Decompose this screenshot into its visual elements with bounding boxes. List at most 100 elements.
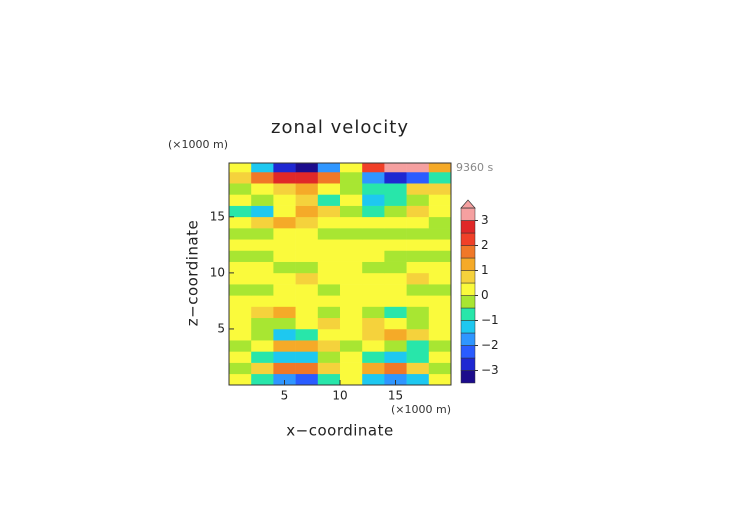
cell	[406, 295, 430, 307]
cell	[229, 295, 252, 307]
cell	[317, 205, 341, 218]
x-tick-label: 10	[332, 389, 347, 403]
cell	[229, 171, 252, 184]
cell	[428, 328, 452, 341]
cell	[428, 351, 452, 363]
cell	[295, 216, 319, 229]
cell	[428, 284, 452, 296]
cell	[340, 216, 363, 229]
cell	[384, 373, 407, 386]
y-tick-label: 10	[210, 265, 225, 279]
cell	[428, 205, 452, 218]
cell	[406, 183, 430, 195]
cell	[362, 194, 385, 206]
cell	[428, 295, 452, 307]
cell	[406, 351, 430, 363]
cell	[317, 163, 341, 173]
colorbar-tick-label: −2	[481, 338, 499, 352]
cell	[229, 261, 252, 274]
cell	[428, 194, 452, 206]
x-tick-label: 5	[281, 389, 289, 403]
cell	[317, 228, 341, 240]
cell	[317, 194, 341, 206]
cell	[295, 295, 319, 307]
cell	[251, 295, 274, 307]
cell	[229, 228, 252, 240]
colorbar-tick-label: 2	[481, 238, 489, 252]
cell	[362, 163, 385, 173]
cell	[340, 284, 363, 296]
cell	[406, 239, 430, 251]
cell	[340, 351, 363, 363]
cell	[384, 306, 407, 319]
cell	[362, 306, 385, 319]
cell	[428, 362, 452, 375]
cell	[295, 317, 319, 330]
cell	[273, 183, 296, 195]
cell	[295, 328, 319, 341]
colorbar-bin	[460, 295, 476, 309]
cell	[428, 250, 452, 262]
cell	[317, 183, 341, 195]
cell	[384, 250, 407, 262]
colorbar-tick-label: −1	[481, 313, 499, 327]
cell	[273, 328, 296, 341]
cell	[362, 317, 385, 330]
y-tick-label: 5	[217, 321, 225, 335]
cell	[229, 194, 252, 206]
cell	[406, 261, 430, 274]
cell	[384, 317, 407, 330]
cell	[384, 284, 407, 296]
cell	[317, 171, 341, 184]
colorbar-tick-label: 3	[481, 213, 489, 227]
cell	[428, 163, 452, 173]
cell	[229, 317, 252, 330]
cell	[340, 373, 363, 386]
cell	[340, 228, 363, 240]
cell	[229, 351, 252, 363]
cell	[340, 340, 363, 352]
colorbar-tick-label: −3	[481, 363, 499, 377]
cell	[317, 284, 341, 296]
colorbar-bin	[460, 245, 476, 259]
cell	[317, 340, 341, 352]
cell	[362, 183, 385, 195]
cell	[384, 163, 407, 173]
cell	[273, 295, 296, 307]
cell	[295, 205, 319, 218]
cell	[295, 362, 319, 375]
cell	[340, 163, 363, 173]
cell	[406, 216, 430, 229]
cell	[406, 306, 430, 319]
y-tick-label: 15	[210, 209, 225, 223]
cell	[406, 250, 430, 262]
cell	[340, 250, 363, 262]
x-axis-label: x−coordinate	[286, 422, 393, 440]
cell	[251, 239, 274, 251]
cell	[251, 171, 274, 184]
cell	[295, 239, 319, 251]
chart-title: zonal velocity	[271, 117, 409, 138]
cell	[362, 373, 385, 386]
cell	[273, 194, 296, 206]
cell	[273, 250, 296, 262]
cell	[340, 362, 363, 375]
cell	[229, 362, 252, 375]
cell	[295, 183, 319, 195]
colorbar-extend	[460, 199, 476, 209]
cell	[340, 261, 363, 274]
y-axis-label: z−coordinate	[184, 220, 202, 326]
cell	[340, 306, 363, 319]
colorbar-tick-label: 1	[481, 263, 489, 277]
cell	[251, 216, 274, 229]
cell	[295, 163, 319, 173]
x-unit: (×1000 m)	[391, 403, 451, 416]
y-unit: (×1000 m)	[168, 138, 228, 151]
x-tick-label: 15	[388, 389, 403, 403]
cell	[229, 239, 252, 251]
cell	[251, 261, 274, 274]
cell	[406, 228, 430, 240]
cell	[229, 272, 252, 285]
cell	[273, 284, 296, 296]
